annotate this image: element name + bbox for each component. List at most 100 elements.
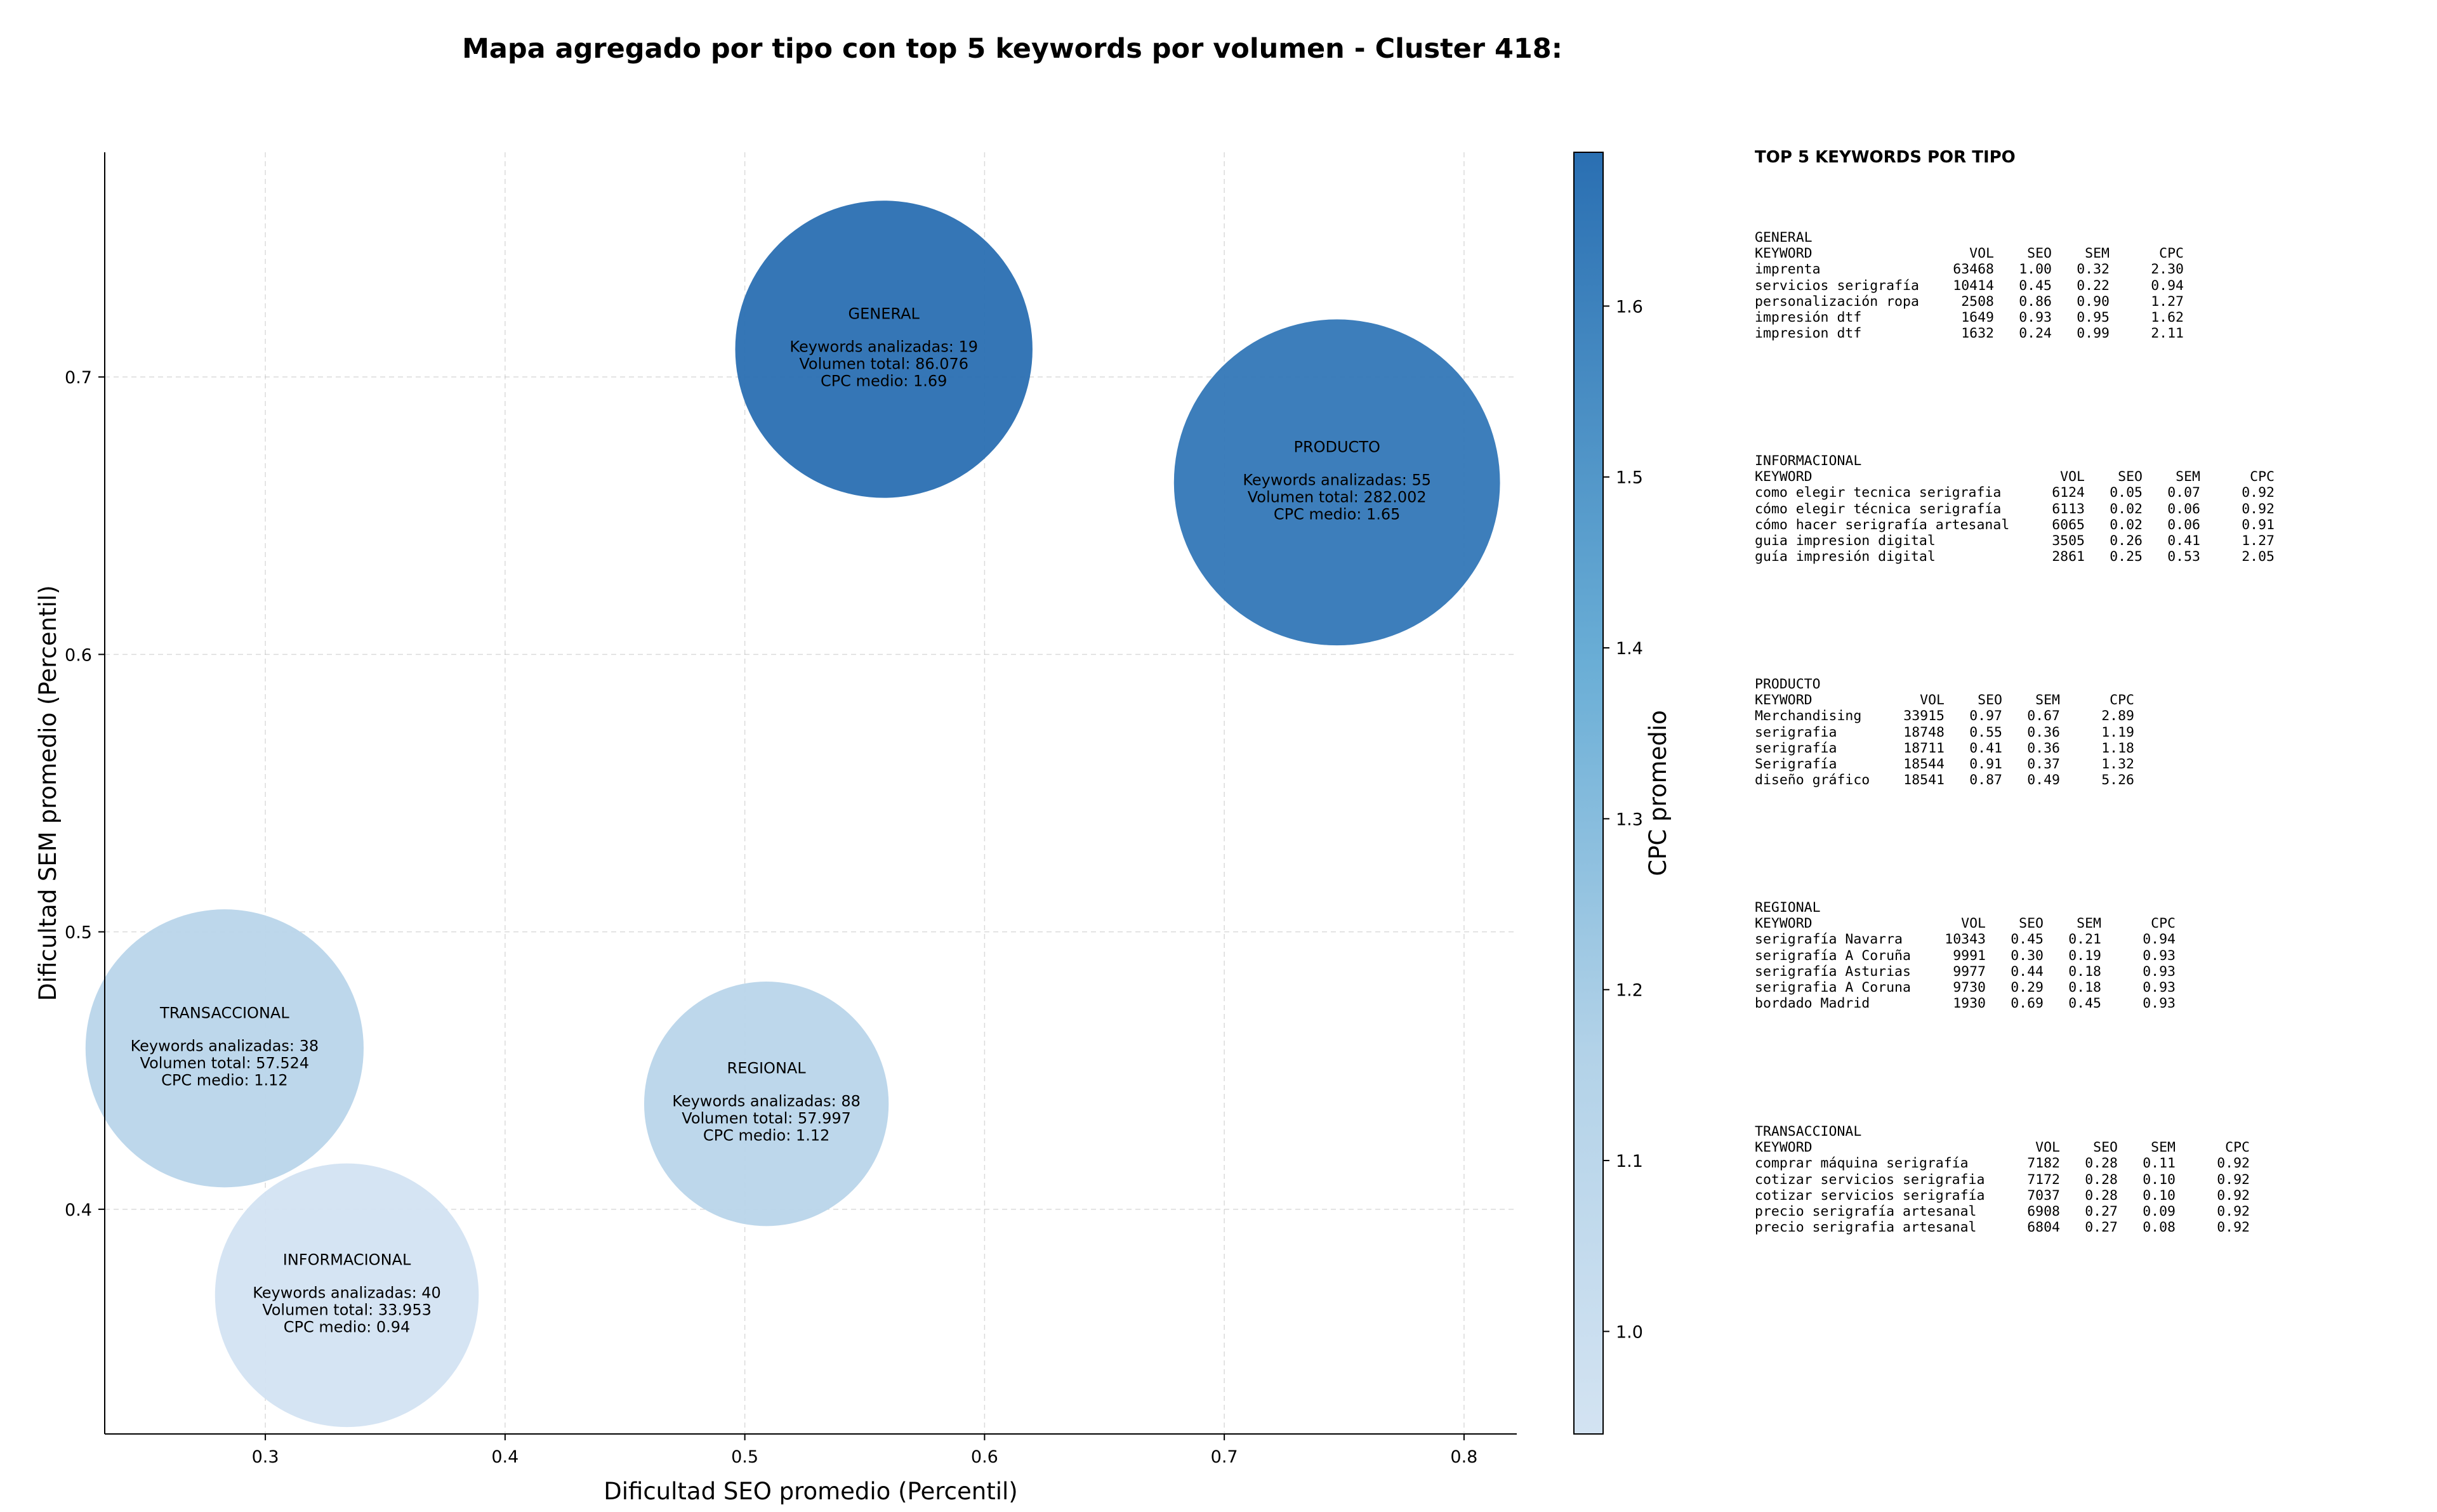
bubble-circle <box>85 909 364 1188</box>
metric-cell-vol: VOL <box>1920 692 1945 709</box>
keyword-cell: precio serigrafía artesanal <box>1755 1204 1977 1220</box>
keyword-cell: cómo elegir técnica serigrafía <box>1755 501 2002 517</box>
metric-cell-cpc: 1.27 <box>2242 533 2275 549</box>
x-tick-label: 0.5 <box>731 1447 758 1467</box>
metric-cell-vol: 18711 <box>1903 740 1945 756</box>
bubble-cpc: CPC medio: 0.94 <box>284 1318 411 1336</box>
keyword-cell: Merchandising <box>1755 708 1862 725</box>
metric-cell-seo: 0.86 <box>2019 293 2052 310</box>
metric-cell-sem: 0.53 <box>2167 549 2200 565</box>
metric-cell-vol: VOL <box>1961 916 1986 932</box>
keyword-cell: comprar máquina serigrafía <box>1755 1155 1969 1172</box>
colorbar-tick-label: 1.2 <box>1616 981 1643 1001</box>
x-tick-label: 0.8 <box>1450 1447 1477 1467</box>
keyword-group-name: PRODUCTO <box>1755 676 1821 692</box>
keyword-cell: KEYWORD <box>1755 246 1813 262</box>
metric-cell-sem: 0.10 <box>2143 1187 2176 1204</box>
bubble-name: REGIONAL <box>727 1060 807 1077</box>
metric-cell-cpc: CPC <box>2110 692 2134 709</box>
keyword-cell: servicios serigrafía <box>1755 277 1919 294</box>
keyword-group-name: TRANSACCIONAL <box>1755 1124 1862 1140</box>
metric-cell-cpc: 2.11 <box>2151 325 2184 342</box>
bubble-name: INFORMACIONAL <box>283 1251 411 1268</box>
metric-cell-vol: 7182 <box>2027 1155 2060 1172</box>
metric-cell-vol: 18541 <box>1903 772 1945 789</box>
metric-cell-sem: SEM <box>2035 692 2060 709</box>
bubble-name: GENERAL <box>849 305 920 322</box>
metric-cell-vol: 6908 <box>2027 1204 2060 1220</box>
metric-cell-seo: 0.45 <box>2019 277 2052 294</box>
bubble-keywords: Keywords analizadas: 55 <box>1243 471 1431 489</box>
metric-cell-vol: 7172 <box>2027 1171 2060 1188</box>
metric-cell-vol: 9991 <box>1953 947 1986 964</box>
keyword-group-producto: PRODUCTO KEYWORD VOL SEO SEM CPC Merchandising… <box>1755 676 2134 788</box>
keyword-row: guía impresión digital 2861 0.25 0.53 2.05 <box>1755 549 2275 565</box>
metric-cell-cpc: 0.92 <box>2242 485 2275 501</box>
keyword-group-informacional: INFORMACIONAL KEYWORD VOL SEO SEM CPC como ele… <box>1755 453 2275 565</box>
bubble-volume: Volumen total: 57.524 <box>140 1054 310 1072</box>
x-axis-label: Dificultad SEO promedio (Percentil) <box>604 1478 1017 1505</box>
keyword-cell: serigrafía <box>1755 740 1837 756</box>
metric-cell-sem: 0.06 <box>2167 516 2200 533</box>
metric-cell-vol: 63468 <box>1953 261 1994 278</box>
metric-cell-vol: 6113 <box>2052 501 2085 517</box>
keyword-row: Serigrafía 18544 0.91 0.37 1.32 <box>1755 756 2134 772</box>
keyword-table-header: KEYWORD VOL SEO SEM CPC <box>1755 246 2184 261</box>
colorbar-tick-label: 1.1 <box>1616 1152 1643 1171</box>
keyword-cell: cotizar servicios serigrafía <box>1755 1187 1985 1204</box>
colorbar-tick-label: 1.3 <box>1616 810 1643 829</box>
keyword-row: serigrafía Asturias 9977 0.44 0.18 0.93 <box>1755 964 2176 980</box>
keyword-row: cotizar servicios serigrafía 7037 0.28 0.10… <box>1755 1188 2250 1204</box>
bubble-circle <box>215 1163 479 1428</box>
keyword-cell: KEYWORD <box>1755 469 1813 485</box>
bubble-cpc: CPC medio: 1.12 <box>161 1071 288 1089</box>
keyword-group-regional: REGIONAL KEYWORD VOL SEO SEM CPC serigrafía Na… <box>1755 900 2176 1011</box>
bubble-volume: Volumen total: 57.997 <box>682 1110 851 1127</box>
metric-cell-seo: 0.05 <box>2110 485 2143 501</box>
keyword-row: comprar máquina serigrafía 7182 0.28 0.11 0.… <box>1755 1155 2250 1171</box>
keyword-cell: bordado Madrid <box>1755 996 1870 1012</box>
bubble-keywords: Keywords analizadas: 88 <box>672 1093 861 1110</box>
metric-cell-sem: 0.07 <box>2167 485 2200 501</box>
metric-cell-cpc: 0.92 <box>2217 1219 2250 1236</box>
metric-cell-vol: 2861 <box>2052 549 2085 565</box>
keyword-cell: imprenta <box>1755 261 1821 278</box>
metric-cell-seo: 0.28 <box>2085 1171 2118 1188</box>
keyword-row: servicios serigrafía 10414 0.45 0.22 0.94 <box>1755 278 2184 294</box>
metric-cell-vol: 3505 <box>2052 533 2085 549</box>
top-keywords-title: TOP 5 KEYWORDS POR TIPO <box>1755 148 2016 167</box>
keyword-row: precio serigrafía artesanal 6908 0.27 0.09 0… <box>1755 1204 2250 1219</box>
metric-cell-vol: 6804 <box>2027 1219 2060 1236</box>
bubble-volume: Volumen total: 86.076 <box>799 355 968 372</box>
bubble-cpc: CPC medio: 1.12 <box>703 1127 830 1145</box>
metric-cell-seo: SEO <box>2093 1140 2118 1156</box>
metric-cell-sem: 0.37 <box>2027 756 2060 773</box>
keyword-cell: como elegir tecnica serigrafia <box>1755 485 2002 501</box>
metric-cell-seo: 0.02 <box>2110 501 2143 517</box>
metric-cell-seo: 0.87 <box>1969 772 2002 789</box>
colorbar-gradient <box>1573 152 1604 1435</box>
bubble-volume: Volumen total: 282.002 <box>1248 488 1427 506</box>
metric-cell-sem: 0.99 <box>2077 325 2110 342</box>
metric-cell-cpc: CPC <box>2225 1140 2250 1156</box>
metric-cell-seo: 0.02 <box>2110 516 2143 533</box>
keyword-cell: diseño gráfico <box>1755 772 1870 789</box>
metric-cell-cpc: 0.93 <box>2143 980 2176 996</box>
keyword-cell: serigrafia A Coruna <box>1755 980 1911 996</box>
metric-cell-cpc: 2.05 <box>2242 549 2275 565</box>
metric-cell-vol: 18544 <box>1903 756 1945 773</box>
metric-cell-cpc: CPC <box>2159 246 2184 262</box>
metric-cell-sem: 0.41 <box>2167 533 2200 549</box>
keyword-row: diseño gráfico 18541 0.87 0.49 5.26 <box>1755 772 2134 788</box>
x-tick-label: 0.3 <box>252 1447 279 1467</box>
metric-cell-sem: SEM <box>2176 469 2200 485</box>
keyword-cell: guia impresion digital <box>1755 533 1936 549</box>
bubble-informacional: INFORMACIONAL Keywords analizadas: 40Volu… <box>215 1163 479 1428</box>
metric-cell-sem: 0.21 <box>2068 931 2101 948</box>
keyword-group-general: GENERAL KEYWORD VOL SEO SEM CPC imprenta 63468 1… <box>1755 230 2184 341</box>
colorbar-tick-label: 1.0 <box>1616 1322 1643 1342</box>
bubble-circle <box>1173 319 1500 646</box>
keyword-cell: guía impresión digital <box>1755 549 1936 565</box>
keyword-row: impresión dtf 1649 0.93 0.95 1.62 <box>1755 310 2184 325</box>
